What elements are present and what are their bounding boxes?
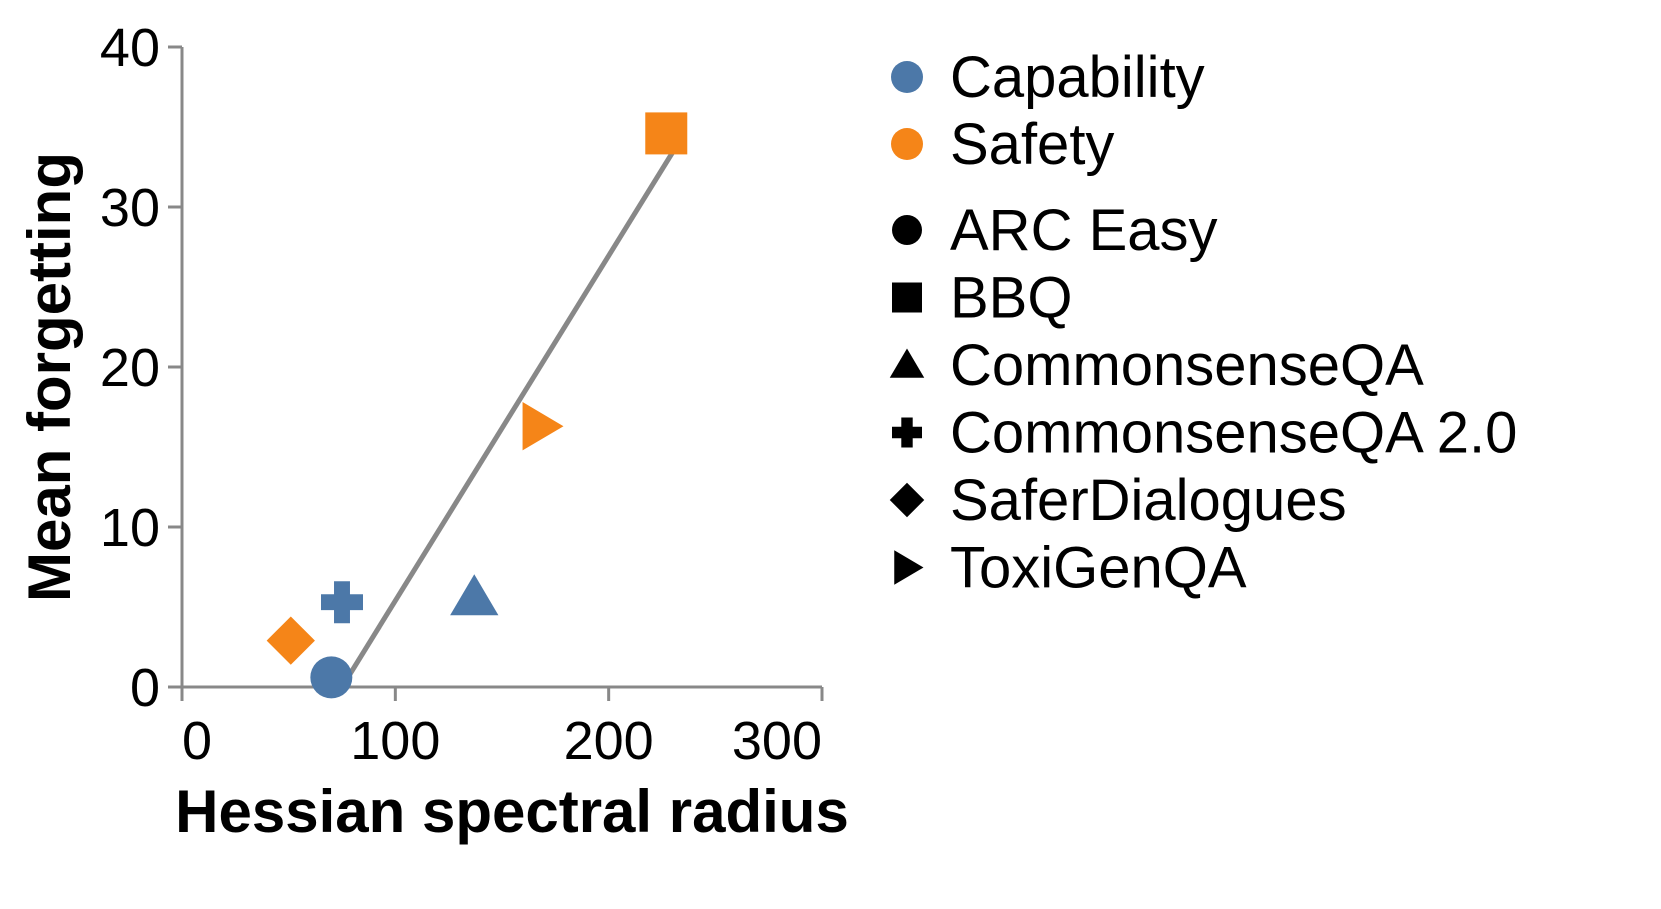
- x-tick-label: 0: [182, 711, 212, 771]
- y-axis-title: Mean forgetting: [16, 152, 83, 602]
- legend-triangle-right-icon: [894, 550, 924, 585]
- y-tick-label: 0: [130, 658, 160, 718]
- legend-circle-icon: [892, 215, 922, 245]
- x-axis-title: Hessian spectral radius: [175, 778, 849, 845]
- legend-triangle-up-icon: [889, 348, 925, 378]
- legend-diamond-icon: [889, 482, 925, 518]
- legend-label-capability: Capability: [950, 45, 1205, 110]
- point-bbq: [645, 112, 688, 155]
- y-tick-label: 30: [100, 178, 160, 238]
- x-tick-label: 100: [350, 711, 440, 771]
- x-tick-label: 200: [564, 711, 654, 771]
- legend-swatch-capability: [891, 61, 923, 93]
- legend-square-icon: [892, 282, 922, 313]
- data-points: [266, 112, 688, 699]
- legend-label-commonsenseqa-2-0: CommonsenseQA 2.0: [950, 401, 1517, 466]
- y-tick-label: 40: [100, 18, 160, 78]
- legend-cross-icon: [892, 417, 922, 448]
- x-tick-label: 300: [732, 711, 822, 771]
- fit-line: [339, 133, 686, 689]
- y-tick-label: 10: [100, 498, 160, 558]
- legend-label-bbq: BBQ: [950, 266, 1073, 331]
- fit-line-group: [339, 133, 686, 689]
- point-commonsenseqa-2-0: [321, 581, 363, 624]
- point-saferdialogues: [266, 616, 315, 665]
- axes: 0 10 20 30 40 0 100 200 300 Hessian spectral radi…: [16, 18, 849, 845]
- point-arc-easy: [310, 656, 353, 699]
- legend-label-safety: Safety: [950, 112, 1114, 177]
- y-tick-label: 20: [100, 338, 160, 398]
- legend-label-commonsenseqa: CommonsenseQA: [950, 333, 1424, 398]
- legend-label-toxigenqa: ToxiGenQA: [950, 536, 1247, 601]
- legend-swatch-safety: [891, 128, 923, 160]
- point-toxigenqa: [522, 402, 564, 451]
- legend-label-saferdialogues: SaferDialogues: [950, 468, 1347, 533]
- point-commonsenseqa: [450, 574, 499, 616]
- legend-label-arc-easy: ARC Easy: [950, 198, 1218, 263]
